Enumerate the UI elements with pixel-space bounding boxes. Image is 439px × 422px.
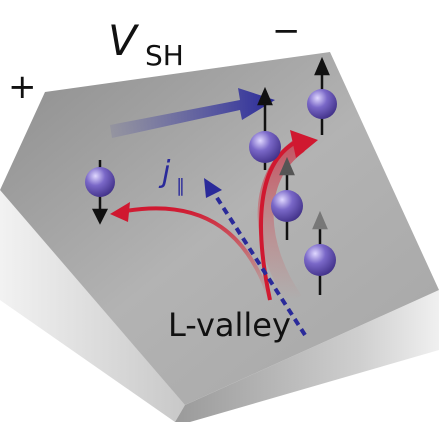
valley-label: L-valley — [168, 306, 291, 344]
plus-label: + — [8, 67, 37, 107]
minus-label: − — [272, 11, 301, 51]
current-subscript: ∥ — [176, 176, 185, 197]
voltage-label: V — [108, 16, 140, 65]
diagram: V SH + − j ∥ L-valley — [0, 0, 439, 422]
voltage-subscript: SH — [145, 39, 184, 72]
